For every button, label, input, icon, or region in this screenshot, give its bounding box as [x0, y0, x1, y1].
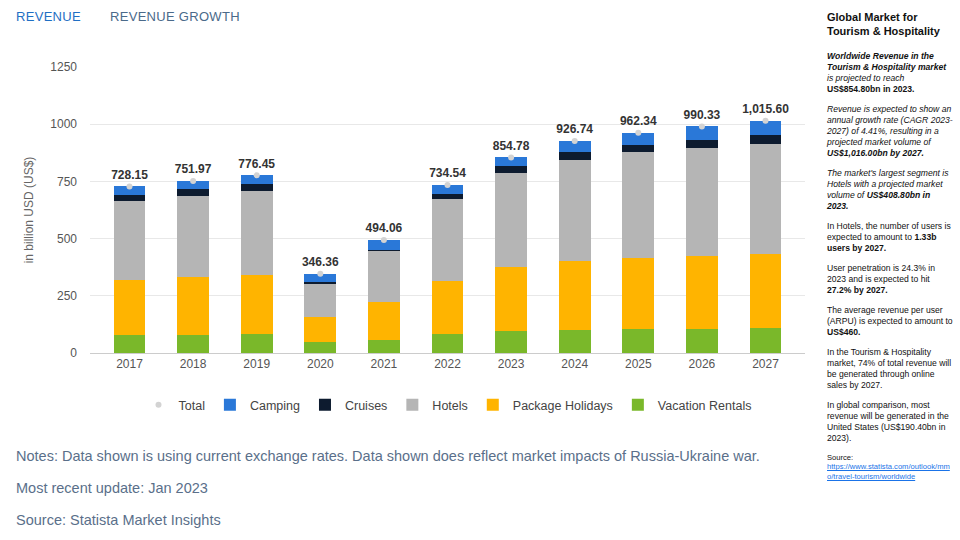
- html-text:The average revenue per user (: The average revenue per user (ARPU) is e…: [827, 304, 953, 326]
- svg-text:346.36: 346.36: [302, 255, 339, 269]
- html-text:is projected to reach: is projected to reach: [827, 72, 905, 83]
- svg-text:0: 0: [70, 346, 77, 360]
- svg-text:990.33: 990.33: [684, 108, 721, 122]
- svg-text:728.15: 728.15: [111, 168, 148, 182]
- svg-text:250: 250: [57, 289, 77, 303]
- svg-text:2021: 2021: [371, 357, 398, 371]
- html-text:In global comparison, most rev: In global comparison, most revenue will …: [827, 399, 949, 443]
- html-text:The market's largest segment i: The market's largest segment is Hotels w…: [827, 167, 949, 211]
- svg-text:926.74: 926.74: [556, 122, 593, 136]
- svg-text:751.97: 751.97: [175, 162, 212, 176]
- svg-text:962.34: 962.34: [620, 114, 657, 128]
- html-text:Worldwide Revenue in the Touri: Worldwide Revenue in the Tourism & Hospi…: [827, 50, 947, 72]
- svg-text:2022: 2022: [434, 357, 461, 371]
- html-text:27.2% by 2027.: 27.2% by 2027.: [827, 284, 888, 295]
- html-text:Notes: Data shown is using cur: Notes: Data shown is using current excha…: [16, 448, 760, 464]
- svg-text:2018: 2018: [180, 357, 207, 371]
- html-text:https://www.statista.com/outlo: https://www.statista.com/outlook/mmo/tra…: [827, 462, 950, 482]
- svg-text:2025: 2025: [625, 357, 652, 371]
- svg-text:Hotels: Hotels: [432, 399, 467, 413]
- svg-text:734.54: 734.54: [429, 166, 466, 180]
- html-text:US$460.: US$460.: [827, 326, 861, 337]
- svg-text:2023: 2023: [498, 357, 525, 371]
- html-text:User penetration is 24.3% in 2: User penetration is 24.3% in 2023 and is…: [827, 262, 935, 284]
- svg-text:1000: 1000: [50, 117, 77, 131]
- svg-text:2027: 2027: [752, 357, 779, 371]
- svg-text:2020: 2020: [307, 357, 334, 371]
- html-text:REVENUE GROWTH: REVENUE GROWTH: [110, 9, 240, 24]
- html-text:Revenue is expected to show an: Revenue is expected to show an annual gr…: [827, 103, 953, 147]
- svg-text:Vacation Rentals: Vacation Rentals: [658, 399, 752, 413]
- svg-text:2019: 2019: [243, 357, 270, 371]
- svg-text:in billion USD (US$): in billion USD (US$): [22, 157, 36, 264]
- html-text:Source: Statista Market Insigh: Source: Statista Market Insights: [16, 512, 221, 528]
- svg-text:Cruises: Cruises: [345, 399, 387, 413]
- html-text:Source:: Source:: [827, 452, 854, 462]
- html-text:Global Market for Tourism & Ho: Global Market for Tourism & Hospitality: [827, 11, 940, 38]
- html-text:US$854.80bn in 2023.: US$854.80bn in 2023.: [827, 83, 915, 94]
- svg-text:Total: Total: [179, 399, 205, 413]
- html-text:Most recent update: Jan 2023: Most recent update: Jan 2023: [16, 480, 208, 496]
- svg-text:854.78: 854.78: [493, 139, 530, 153]
- html-text:In Hotels, the number of users: In Hotels, the number of users is expect…: [827, 220, 951, 253]
- svg-text:2026: 2026: [689, 357, 716, 371]
- html-text:US$1,016.00bn by 2027.: US$1,016.00bn by 2027.: [827, 147, 924, 158]
- html-text:In the Tourism & Hospitality m: In the Tourism & Hospitality market, 74%…: [827, 346, 952, 390]
- svg-text:776.45: 776.45: [238, 157, 275, 171]
- svg-text:2024: 2024: [561, 357, 588, 371]
- svg-text:1250: 1250: [50, 60, 77, 74]
- svg-text:1,015.60: 1,015.60: [742, 102, 789, 116]
- svg-text:500: 500: [57, 232, 77, 246]
- svg-text:750: 750: [57, 175, 77, 189]
- svg-text:Package Holidays: Package Holidays: [513, 399, 613, 413]
- svg-text:494.06: 494.06: [366, 221, 403, 235]
- html-text:REVENUE: REVENUE: [16, 9, 81, 24]
- svg-text:2017: 2017: [116, 357, 143, 371]
- svg-text:Camping: Camping: [250, 399, 300, 413]
